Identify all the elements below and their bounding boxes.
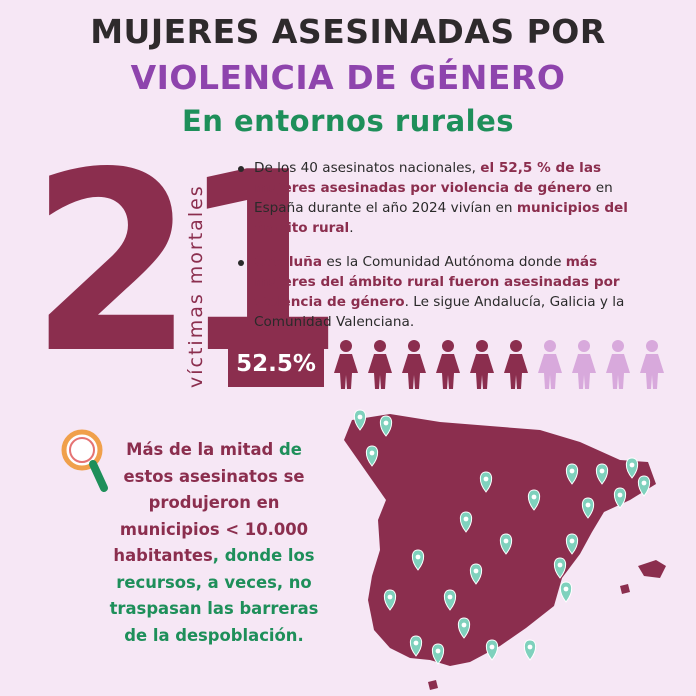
location-pin-icon: [469, 563, 483, 585]
fact-text: en España durante el año 2024 vivían en: [254, 180, 613, 216]
woman-icon: [436, 340, 460, 389]
location-pin-icon: [431, 643, 445, 665]
location-pin-icon: [565, 463, 579, 485]
location-pin-icon: [553, 557, 567, 579]
spain-map: [344, 409, 666, 690]
percentage-badge: 52.5%: [228, 341, 324, 387]
woman-icon: [334, 340, 358, 389]
fact-text: .: [349, 220, 354, 236]
note-part: , donde los recursos, a veces, no traspa…: [109, 546, 319, 645]
note-part: estos asesinatos se produjeron en munici…: [113, 466, 309, 566]
woman-icon: [572, 340, 596, 389]
location-pin-icon: [485, 639, 499, 661]
location-pin-icon: [499, 533, 513, 555]
balearic-islands: [620, 560, 666, 594]
location-pin-icon: [457, 617, 471, 639]
fact-highlight: más mujeres del ámbito rural fueron ases…: [254, 254, 620, 310]
fact-text: . Le sigue Andalucía, Galicia y la Comun…: [254, 294, 625, 330]
woman-pictogram: [332, 339, 666, 391]
location-pin-icon: [637, 475, 651, 497]
location-pin-icon: [613, 487, 627, 509]
location-pin-icon: [411, 549, 425, 571]
location-pin-icon: [559, 581, 573, 603]
fact-regions: Cataluña es la Comunidad Autónoma donde …: [236, 252, 656, 332]
title-line-2: VIOLENCIA DE GÉNERO: [130, 58, 566, 97]
fact-national: De los 40 asesinatos nacionales, el 52,5…: [236, 158, 656, 238]
location-pin-icon: [353, 409, 367, 431]
location-pin-icon: [581, 497, 595, 519]
fact-highlight: municipios del ámbito rural: [254, 200, 628, 236]
location-pin-icon: [527, 489, 541, 511]
subtitle: En entornos rurales: [181, 104, 515, 138]
woman-icon: [640, 340, 664, 389]
location-pin-icon: [379, 415, 393, 437]
fact-highlight: el 52,5 % de las mujeres asesinadas por …: [254, 160, 602, 196]
ceuta: [428, 680, 438, 690]
location-pin-icon: [523, 639, 537, 661]
location-pin-icon: [595, 463, 609, 485]
fact-text: De los 40 asesinatos nacionales,: [254, 160, 481, 176]
woman-icon: [368, 340, 392, 389]
facts-list: De los 40 asesinatos nacionales, el 52,5…: [236, 158, 656, 346]
woman-icon: [470, 340, 494, 389]
victim-count-label: víctimas mortales: [185, 184, 207, 388]
fact-highlight: Cataluña: [254, 254, 323, 270]
woman-icon: [504, 340, 528, 389]
location-pin-icon: [565, 533, 579, 555]
location-pin-icon: [479, 471, 493, 493]
location-pins: [353, 409, 651, 665]
woman-icon: [538, 340, 562, 389]
note-part: de: [273, 440, 302, 459]
fact-text: es la Comunidad Autónoma donde: [322, 254, 566, 270]
note-text: Más de la mitad de estos asesinatos se p…: [100, 437, 328, 649]
title-line-1: MUJERES ASESINADAS POR: [90, 12, 606, 51]
note-part: Más de la mitad: [126, 440, 274, 459]
woman-icon: [402, 340, 426, 389]
location-pin-icon: [625, 457, 639, 479]
woman-icon: [606, 340, 630, 389]
location-pin-icon: [409, 635, 423, 657]
magnifier-icon: [61, 429, 108, 492]
location-pin-icon: [365, 445, 379, 467]
location-pin-icon: [383, 589, 397, 611]
location-pin-icon: [443, 589, 457, 611]
location-pin-icon: [459, 511, 473, 533]
